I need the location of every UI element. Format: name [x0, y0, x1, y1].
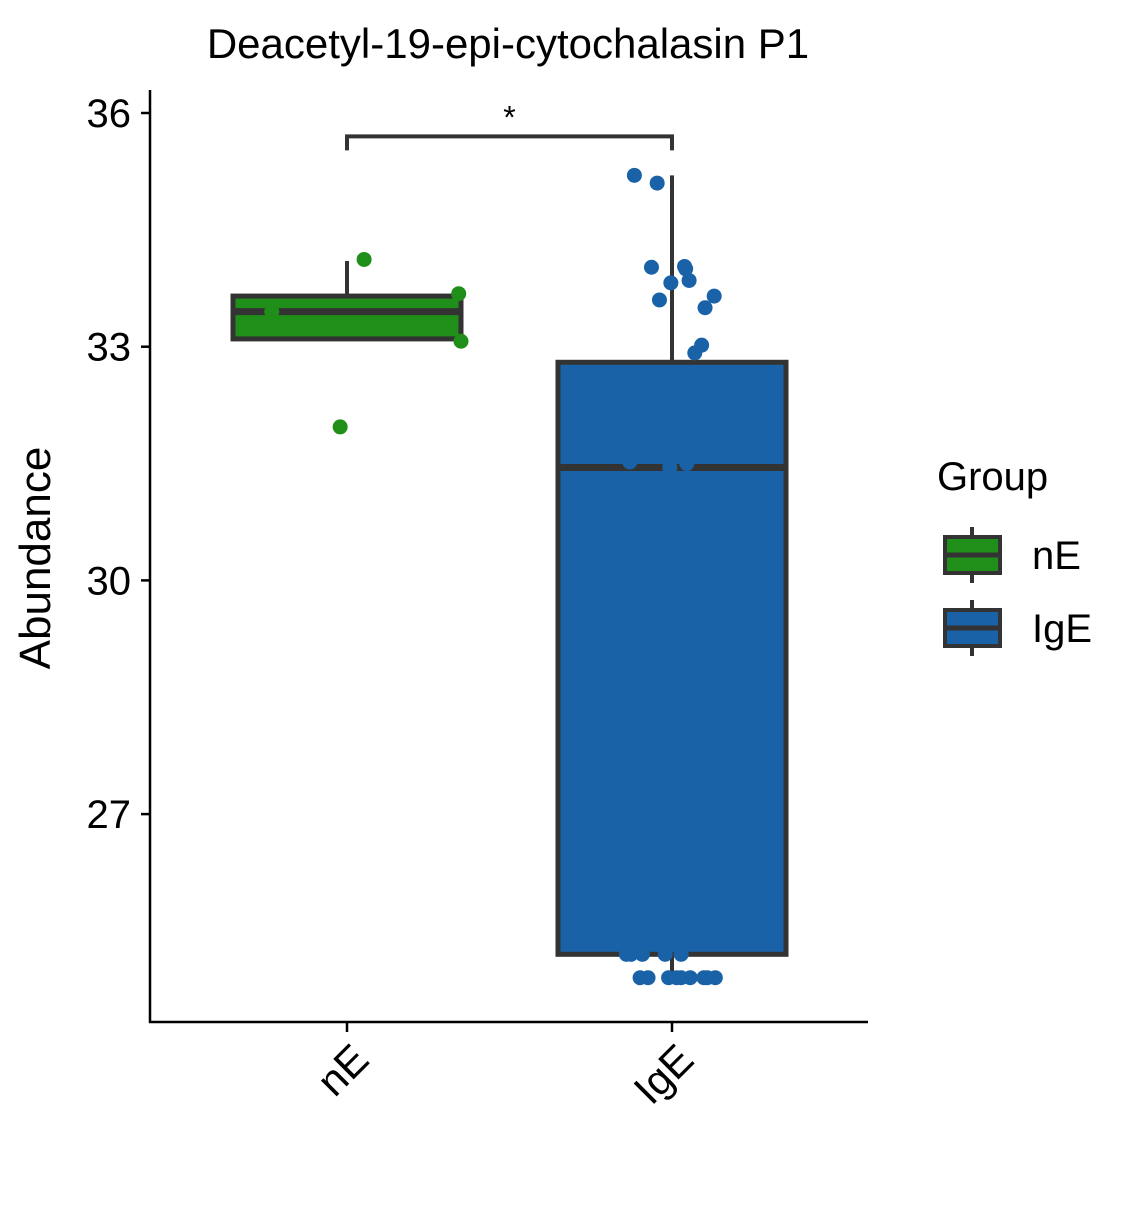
legend-label: nE	[1032, 534, 1081, 578]
data-point	[673, 946, 689, 962]
data-point	[451, 286, 467, 302]
points-ne	[264, 251, 469, 435]
data-point	[626, 167, 642, 183]
data-point	[707, 970, 723, 986]
data-point	[663, 275, 679, 291]
box-ne	[230, 261, 464, 342]
data-point	[356, 251, 372, 267]
points-ige	[618, 167, 723, 986]
legend-title: Group	[937, 455, 1048, 499]
significance-label: *	[503, 99, 515, 135]
data-point	[624, 409, 640, 425]
data-point	[640, 970, 656, 986]
y-axis-label: Abundance	[11, 447, 60, 670]
x-tick-label: nE	[308, 1035, 378, 1105]
x-tick-label: IgE	[625, 1035, 703, 1113]
plot-area: *	[230, 99, 789, 986]
y-tick-label: 30	[87, 559, 132, 603]
data-point	[453, 333, 469, 349]
data-point	[678, 261, 694, 277]
box-ige	[555, 175, 789, 978]
legend-label: IgE	[1032, 607, 1092, 651]
data-point	[679, 456, 695, 472]
data-point	[264, 304, 280, 320]
data-point	[622, 454, 638, 470]
data-point	[651, 292, 667, 308]
data-point	[620, 364, 636, 380]
data-point	[682, 970, 698, 986]
box-body	[230, 293, 464, 342]
y-tick-label: 33	[87, 326, 132, 370]
legend-item-ne: nE	[943, 527, 1081, 583]
significance-bracket: *	[345, 99, 674, 151]
y-tick-label: 27	[87, 793, 132, 837]
data-point	[623, 946, 639, 962]
data-point	[634, 946, 650, 962]
data-point	[681, 272, 697, 288]
data-point	[706, 923, 722, 939]
data-point	[621, 385, 637, 401]
data-point	[657, 946, 673, 962]
legend: Group nE IgE	[937, 455, 1092, 656]
data-point	[687, 345, 703, 361]
data-point	[706, 288, 722, 304]
data-point	[332, 419, 348, 435]
data-point	[649, 175, 665, 191]
bracket-line	[345, 134, 674, 151]
data-point	[697, 300, 713, 316]
box-body	[555, 359, 789, 957]
data-point	[623, 650, 639, 666]
chart-title: Deacetyl-19-epi-cytochalasin P1	[207, 20, 809, 67]
legend-item-ige: IgE	[943, 600, 1092, 656]
y-tick-label: 36	[87, 92, 132, 136]
data-point	[643, 259, 659, 275]
data-point	[662, 459, 678, 475]
